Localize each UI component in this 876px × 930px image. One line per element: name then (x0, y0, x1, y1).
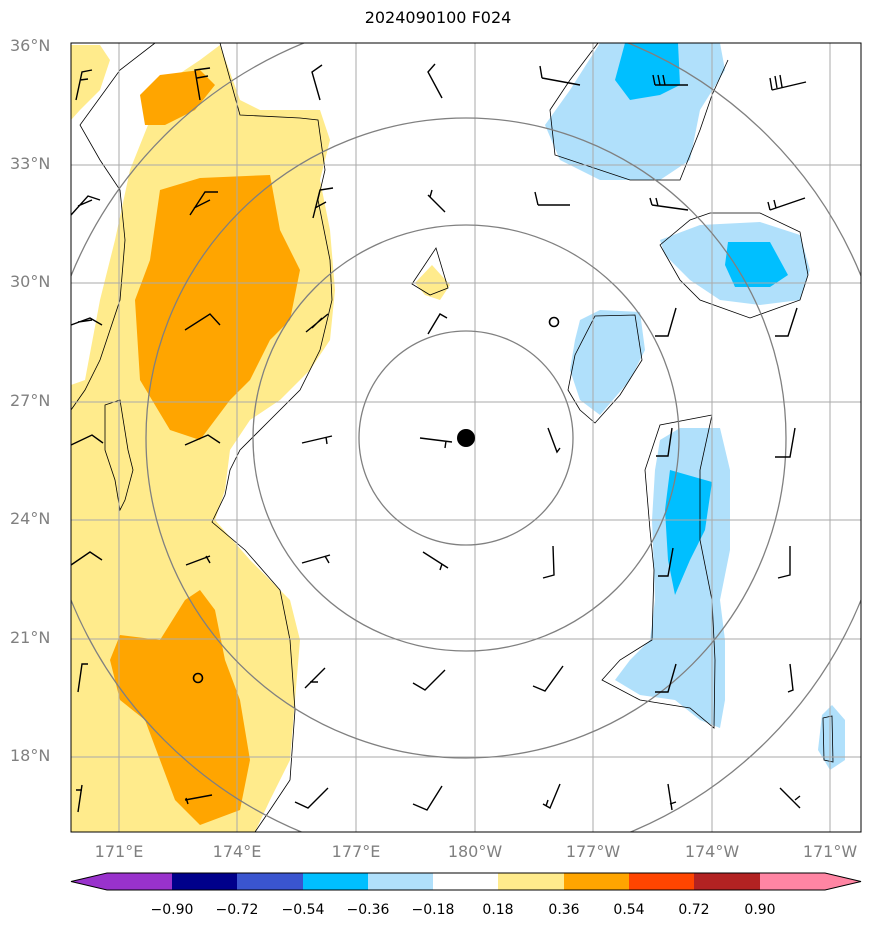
lon-label: 177°E (331, 842, 381, 861)
colorbar-box (760, 873, 825, 890)
colorbar-tick-label: −0.36 (346, 902, 390, 918)
lat-label: 24°N (10, 509, 51, 528)
colorbar-tick-label: 0.36 (548, 902, 580, 918)
lat-label: 27°N (10, 391, 51, 410)
colorbar-extend-min (71, 873, 107, 890)
storm-center-marker (457, 429, 475, 447)
positive-region-yellow (71, 45, 110, 120)
negative-region-blue (615, 43, 680, 100)
range-rings (71, 43, 861, 832)
colorbar-box (498, 873, 564, 890)
lon-label: 171°W (802, 842, 858, 861)
wind-barbs (70, 63, 807, 813)
colorbar-box (172, 873, 237, 890)
lon-label: 177°W (565, 842, 621, 861)
lat-label: 21°N (10, 628, 51, 647)
zero-contours (71, 43, 834, 832)
colorbar-outline (70, 872, 862, 891)
negative-region-lightblue (545, 43, 725, 180)
colorbar-tick-label: 0.18 (482, 902, 514, 918)
calm-wind-marker (548, 316, 560, 328)
negative-region-blue (725, 242, 788, 287)
plot-frame (70, 42, 862, 833)
colorbar-tick-label: 0.54 (613, 902, 645, 918)
colorbar-box (433, 873, 498, 890)
map-title: 2024090100 F024 (364, 8, 512, 27)
colorbar-tick-label: −0.18 (411, 902, 455, 918)
colorbar-box (368, 873, 433, 890)
lat-label: 33°N (10, 154, 51, 173)
colorbar-box (564, 873, 629, 890)
lat-label: 36°N (10, 36, 51, 55)
positive-region-orange (135, 175, 300, 440)
negative-region-lightblue (570, 310, 645, 415)
lat-label: 30°N (10, 272, 51, 291)
shaded-field (71, 43, 845, 832)
colorbar-tick-label: −0.54 (281, 902, 325, 918)
colorbar-box (237, 873, 303, 890)
colorbar-tick-label: 0.72 (678, 902, 710, 918)
negative-region-lightblue (818, 705, 845, 770)
colorbar-box (694, 873, 760, 890)
colorbar-tick-label: 0.90 (744, 902, 776, 918)
colorbar-box (107, 873, 172, 890)
calm-wind-marker (192, 672, 204, 684)
colorbar-tick-label: −0.90 (150, 902, 194, 918)
lat-label: 18°N (10, 746, 51, 765)
colorbar-box (303, 873, 368, 890)
graticule (71, 43, 861, 832)
lon-label: 171°E (94, 842, 144, 861)
colorbar-tick-label: −0.72 (215, 902, 259, 918)
colorbar-extend-max (825, 873, 861, 890)
positive-region-orange (110, 590, 250, 825)
lon-label: 180°W (447, 842, 503, 861)
positive-region-orange (140, 70, 215, 125)
colorbar-box (629, 873, 694, 890)
lon-label: 174°W (684, 842, 740, 861)
lon-label: 174°E (212, 842, 262, 861)
colorbar (70, 872, 862, 891)
